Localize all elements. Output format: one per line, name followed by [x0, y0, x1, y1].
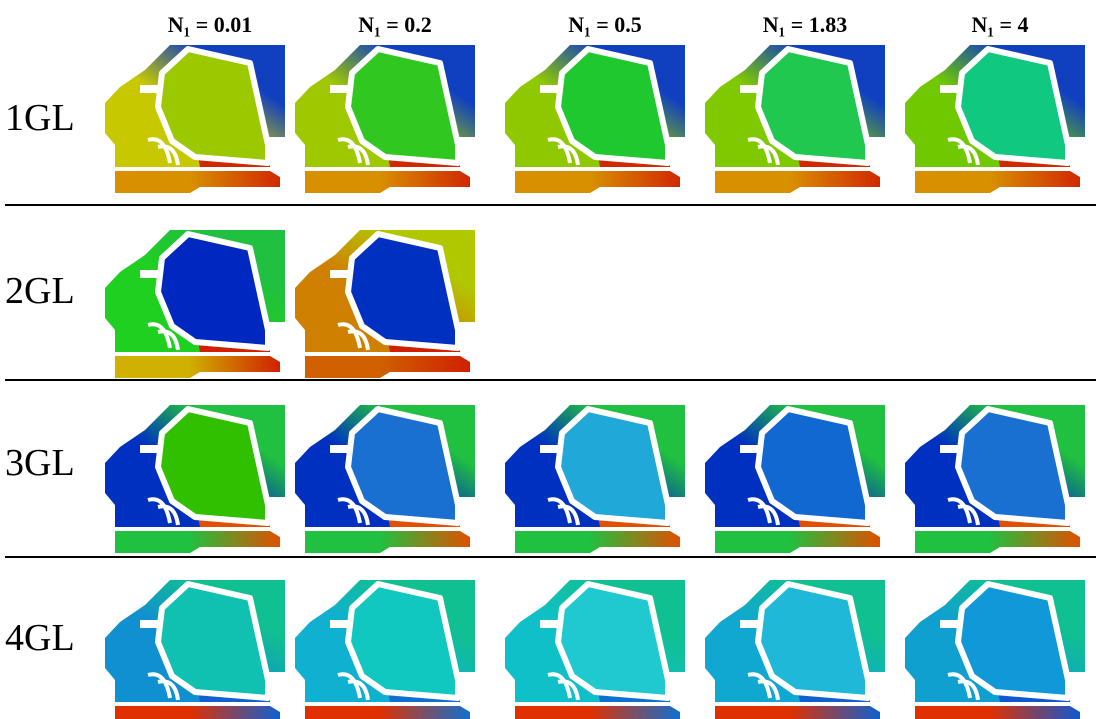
white-notch	[330, 620, 348, 628]
bottom-strip	[305, 706, 470, 719]
result-panel	[295, 230, 475, 378]
white-gap	[947, 497, 980, 526]
white-gap	[337, 322, 370, 351]
main-body	[555, 581, 671, 701]
main-body	[155, 581, 271, 701]
result-panel	[295, 580, 475, 719]
white-notch	[140, 445, 158, 453]
main-body	[755, 46, 871, 166]
white-notch	[540, 85, 558, 93]
white-gap	[147, 672, 180, 701]
main-body	[555, 46, 671, 166]
bottom-strip	[305, 356, 470, 378]
result-panel	[505, 580, 685, 719]
bottom-strip	[515, 171, 680, 193]
bottom-strip	[115, 706, 280, 719]
result-panel	[105, 405, 285, 553]
main-body	[755, 581, 871, 701]
result-panel	[295, 405, 475, 553]
white-notch	[740, 445, 758, 453]
column-header: N₁ = 0.01	[168, 12, 253, 37]
main-body	[345, 581, 461, 701]
white-notch	[330, 270, 348, 278]
main-body	[955, 46, 1071, 166]
main-body	[555, 406, 671, 526]
white-notch	[140, 270, 158, 278]
result-panel	[505, 45, 685, 193]
bottom-strip	[515, 531, 680, 553]
result-panel	[505, 405, 685, 553]
column-header: N₁ = 0.5	[568, 12, 642, 37]
white-gap	[547, 672, 580, 701]
white-notch	[140, 85, 158, 93]
bottom-strip	[305, 171, 470, 193]
white-notch	[140, 620, 158, 628]
white-gap	[147, 497, 180, 526]
white-notch	[740, 85, 758, 93]
white-notch	[940, 620, 958, 628]
bottom-strip	[305, 531, 470, 553]
white-notch	[940, 85, 958, 93]
white-gap	[337, 137, 370, 166]
main-body	[155, 46, 271, 166]
result-panel	[905, 405, 1085, 553]
row-label: 3GL	[5, 442, 75, 484]
result-panel	[905, 580, 1085, 719]
white-gap	[547, 137, 580, 166]
bottom-strip	[715, 531, 880, 553]
row-label: 2GL	[5, 270, 75, 312]
result-panel	[705, 45, 885, 193]
main-body	[755, 406, 871, 526]
bottom-strip	[915, 706, 1080, 719]
white-gap	[147, 322, 180, 351]
bottom-strip	[715, 706, 880, 719]
result-panel	[295, 45, 475, 193]
white-gap	[747, 137, 780, 166]
main-body	[155, 231, 271, 351]
white-gap	[747, 497, 780, 526]
bottom-strip	[115, 171, 280, 193]
row-label: 1GL	[5, 97, 75, 139]
white-notch	[740, 620, 758, 628]
bottom-strip	[715, 171, 880, 193]
result-panel	[105, 580, 285, 719]
white-notch	[540, 620, 558, 628]
white-notch	[940, 445, 958, 453]
white-notch	[330, 445, 348, 453]
main-body	[345, 46, 461, 166]
white-notch	[330, 85, 348, 93]
white-gap	[947, 672, 980, 701]
main-body	[955, 406, 1071, 526]
result-panel	[705, 580, 885, 719]
white-notch	[540, 445, 558, 453]
result-panel	[705, 405, 885, 553]
bottom-strip	[915, 171, 1080, 193]
result-panel	[105, 45, 285, 193]
main-body	[155, 406, 271, 526]
white-gap	[547, 497, 580, 526]
main-body	[345, 406, 461, 526]
white-gap	[337, 672, 370, 701]
main-body	[955, 581, 1071, 701]
white-gap	[147, 137, 180, 166]
result-panel	[905, 45, 1085, 193]
main-body	[345, 231, 461, 351]
bottom-strip	[115, 531, 280, 553]
white-gap	[747, 672, 780, 701]
column-header: N₁ = 4	[971, 12, 1028, 37]
white-gap	[337, 497, 370, 526]
column-header: N₁ = 0.2	[358, 12, 432, 37]
bottom-strip	[115, 356, 280, 378]
bottom-strip	[515, 706, 680, 719]
bottom-strip	[915, 531, 1080, 553]
column-header: N₁ = 1.83	[763, 12, 848, 37]
row-label: 4GL	[5, 617, 75, 659]
result-panel	[105, 230, 285, 378]
white-gap	[947, 137, 980, 166]
